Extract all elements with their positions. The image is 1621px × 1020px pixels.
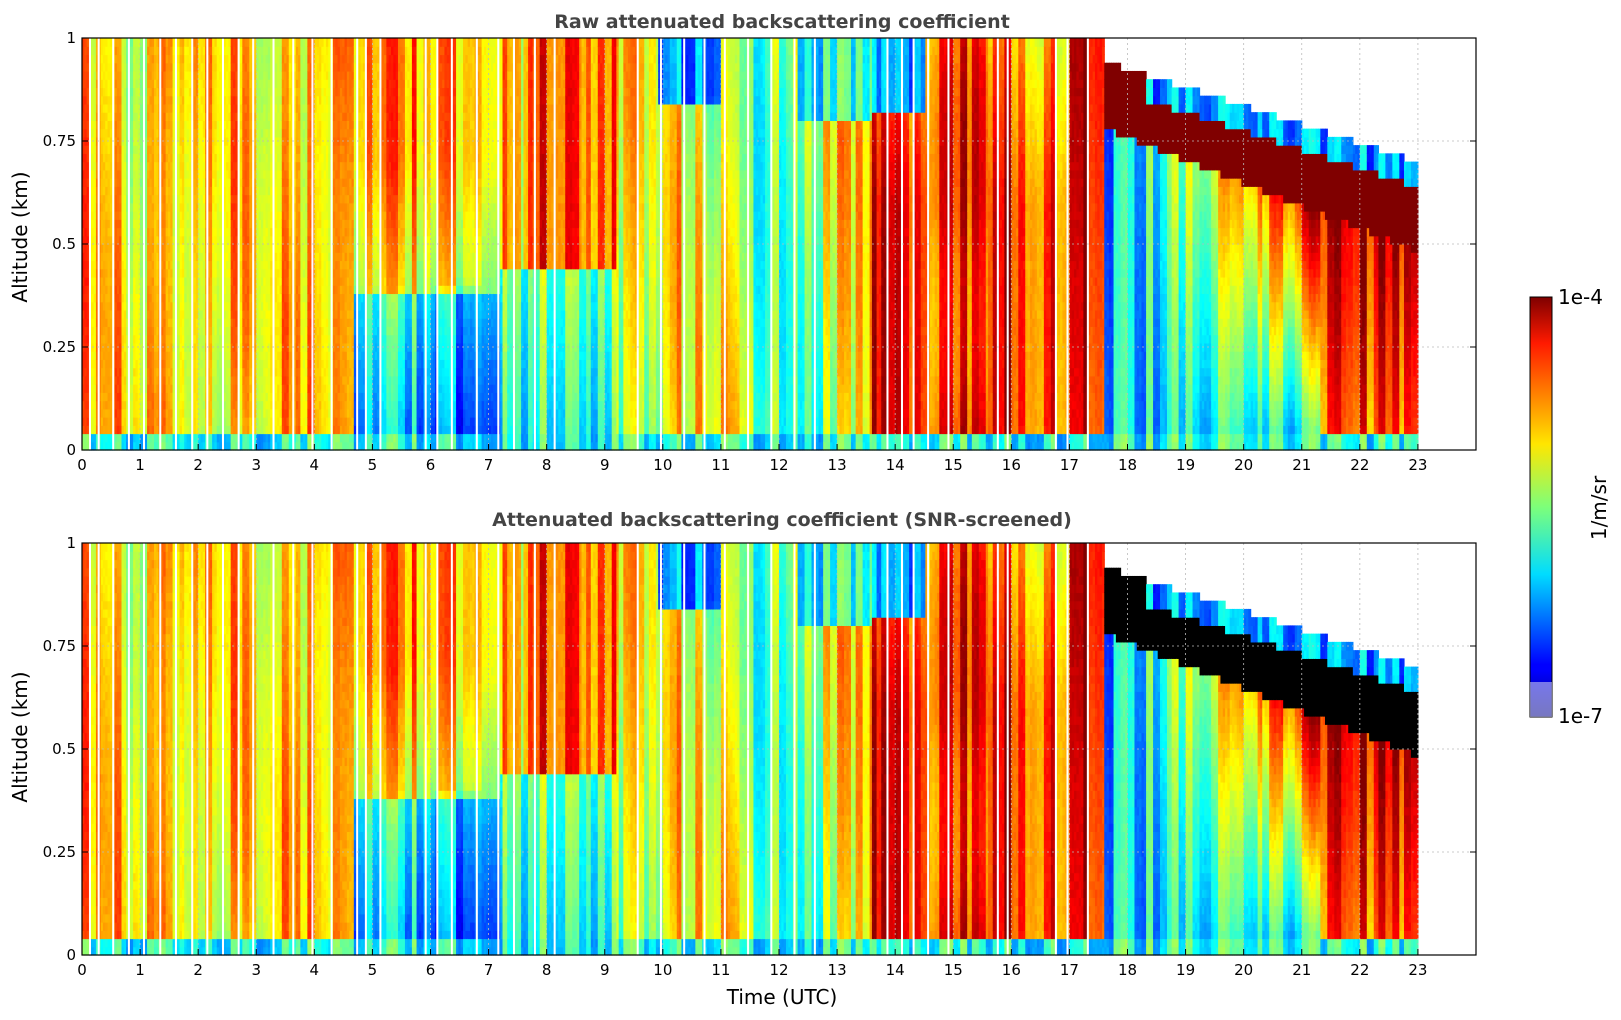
y-axis-label: Altitude (km)	[8, 171, 32, 302]
chart-title: Raw attenuated backscattering coefficien…	[554, 11, 1010, 33]
figure: Raw attenuated backscattering coefficien…	[0, 0, 1621, 1020]
chart-panel-raw: Raw attenuated backscattering coefficien…	[8, 11, 1476, 474]
